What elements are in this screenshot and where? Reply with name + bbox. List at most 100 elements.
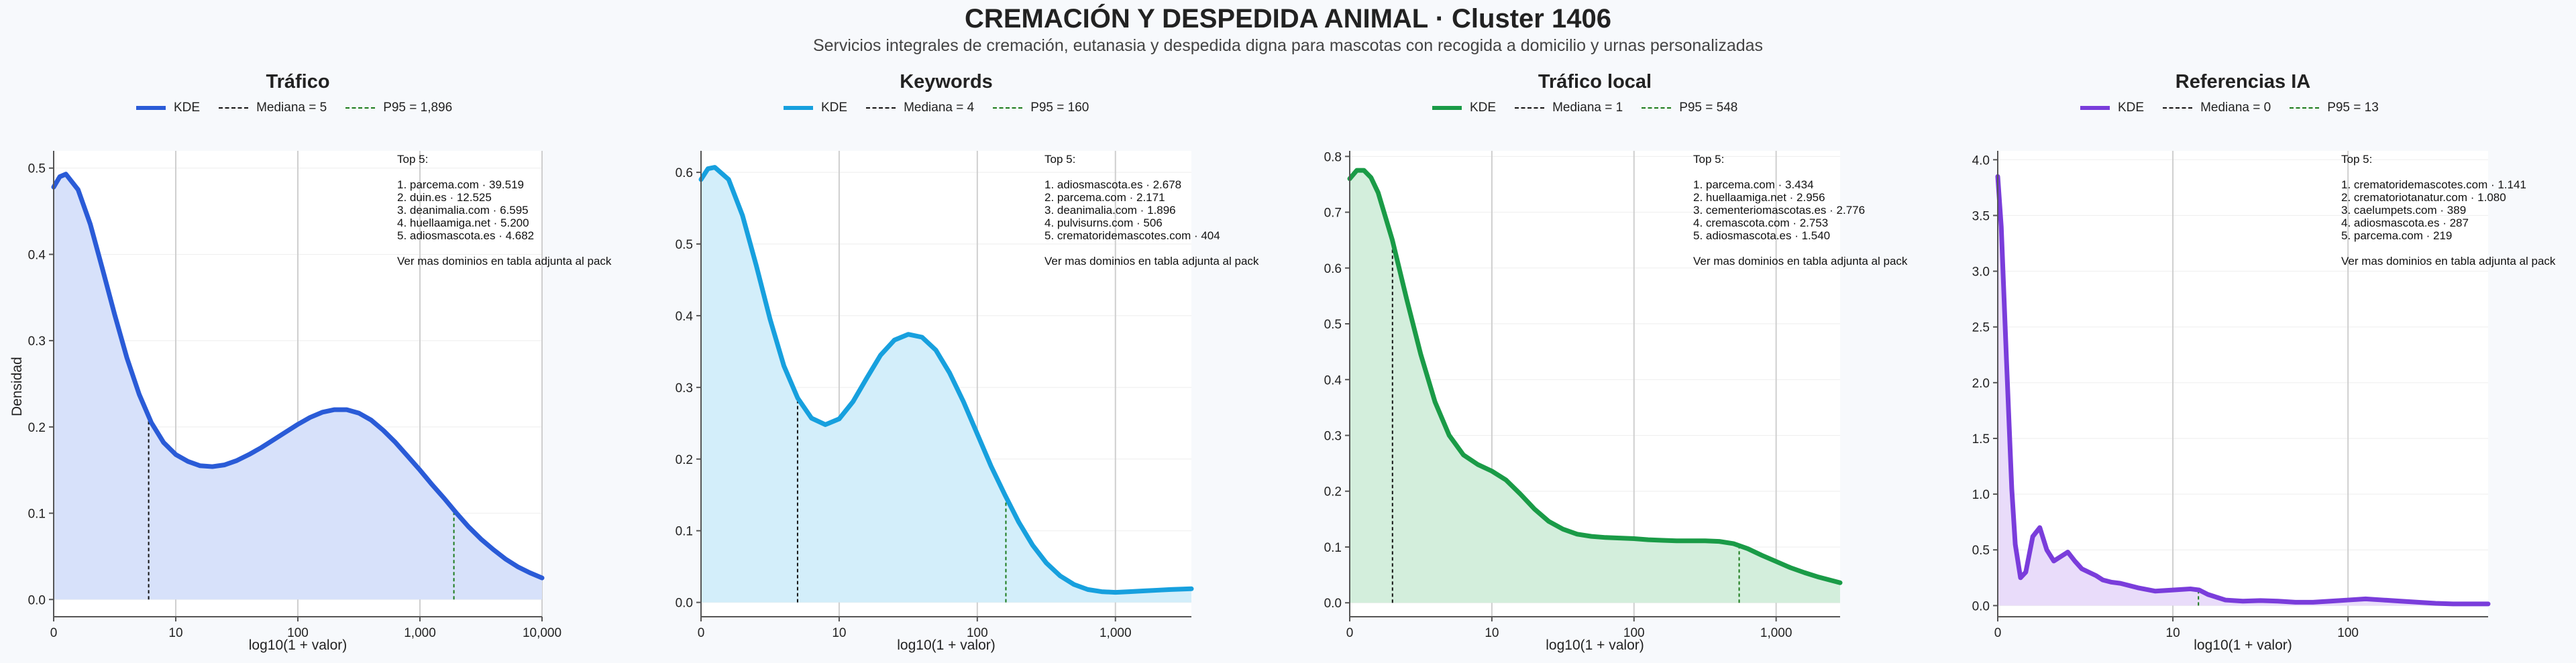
top-domains-line: 5. adiosmascota.es · 1.540 xyxy=(1693,229,1831,242)
legend-label: Mediana = 4 xyxy=(904,101,975,115)
x-axis-label: log10(1 + valor) xyxy=(2194,638,2292,653)
chart-title: Keywords xyxy=(900,71,993,93)
y-tick-label: 2.5 xyxy=(1972,321,1990,335)
top-domains-line: 4. cremascota.com · 2.753 xyxy=(1693,217,1829,229)
legend-median: Mediana = 1 xyxy=(1515,101,1623,115)
y-tick-label: 0.3 xyxy=(28,335,46,349)
x-tick-label: 1,000 xyxy=(1099,626,1132,640)
top-domains-line: Ver mas dominios en tabla adjunta al pac… xyxy=(397,255,612,267)
legend-swatch xyxy=(784,106,813,110)
y-tick-label: 3.5 xyxy=(1972,209,1990,223)
legend-kde: KDE xyxy=(2080,101,2144,115)
top-domains-line: 4. huellaamiga.net · 5.200 xyxy=(397,217,529,229)
top-domains-line: 3. caelumpets.com · 389 xyxy=(2341,204,2467,217)
kde-line xyxy=(51,172,545,581)
y-tick-label: 0.4 xyxy=(676,310,694,324)
legend-swatch xyxy=(866,107,896,109)
top-domains-line: 3. cementeriomascotas.es · 2.776 xyxy=(1693,204,1866,217)
top-domains-line: 4. pulvisurns.com · 506 xyxy=(1044,217,1163,229)
y-tick-label: 0.5 xyxy=(1324,318,1342,332)
y-tick-label: 0.1 xyxy=(676,525,693,539)
x-tick-label: 100 xyxy=(2337,626,2359,640)
kde-line xyxy=(1995,174,2491,607)
x-tick-label: 10 xyxy=(2166,626,2180,640)
x-tick-label: 10 xyxy=(832,626,846,640)
y-tick-label: 3.0 xyxy=(1972,265,1990,280)
x-tick-label: 10,000 xyxy=(523,626,561,640)
top-domains-line: 3. deanimalia.com · 1.896 xyxy=(1044,204,1176,217)
top-domains-line: 5. parcema.com · 219 xyxy=(2341,229,2453,242)
x-tick-label: 10 xyxy=(168,626,182,640)
y-tick-label: 0.5 xyxy=(28,162,46,176)
legend-swatch xyxy=(1642,107,1672,109)
y-tick-label: 0.2 xyxy=(1324,485,1342,499)
legend-label: KDE xyxy=(1470,101,1497,115)
legend-label: KDE xyxy=(174,101,201,115)
top-domains-line: 5. adiosmascota.es · 4.682 xyxy=(397,229,535,242)
top-domains-line: Ver mas dominios en tabla adjunta al pac… xyxy=(1044,255,1259,267)
top-domains-line: Ver mas dominios en tabla adjunta al pac… xyxy=(2341,255,2556,267)
legend-swatch xyxy=(1432,106,1462,110)
legend-median: Mediana = 0 xyxy=(2163,101,2271,115)
y-tick-label: 0.1 xyxy=(28,507,46,522)
y-tick-label: 2.0 xyxy=(1972,377,1990,391)
y-tick-label: 0.4 xyxy=(1324,373,1342,387)
legend-swatch xyxy=(136,106,166,110)
legend-p95: P95 = 160 xyxy=(993,101,1089,115)
top-domains-line xyxy=(2341,166,2555,178)
legend-label: P95 = 160 xyxy=(1030,101,1089,115)
x-tick-label: 1,000 xyxy=(404,626,436,640)
chart-legend: KDE Mediana = 1 P95 = 548 xyxy=(1432,101,1756,115)
y-tick-label: 0.7 xyxy=(1324,206,1342,221)
legend-median: Mediana = 4 xyxy=(866,101,974,115)
page-title: CREMACIÓN Y DESPEDIDA ANIMAL · Cluster 1… xyxy=(965,4,1611,34)
y-tick-label: 1.0 xyxy=(1972,488,1990,502)
y-tick-label: 0.1 xyxy=(1324,541,1342,555)
top-domains-line: 4. adiosmascota.es · 287 xyxy=(2341,217,2469,229)
legend-p95: P95 = 13 xyxy=(2290,101,2379,115)
legend-swatch xyxy=(345,107,376,109)
top-domains-line xyxy=(2341,242,2555,255)
top-domains-line: 1. parcema.com · 39.519 xyxy=(397,178,524,191)
top-domains-line: 2. crematoriotanatur.com · 1.080 xyxy=(2341,191,2506,204)
x-axis-label: log10(1 + valor) xyxy=(1546,638,1644,653)
top-domains-annotation: Top 5: 1. crematoridemascotes.com · 1.141… xyxy=(2341,153,2555,267)
legend-p95: P95 = 1,896 xyxy=(345,101,452,115)
top-domains-line: 2. duin.es · 12.525 xyxy=(397,191,492,204)
plot-area xyxy=(1998,151,2488,617)
legend-label: P95 = 13 xyxy=(2327,101,2379,115)
legend-kde: KDE xyxy=(136,101,200,115)
top-domains-line: 1. crematoridemascotes.com · 1.141 xyxy=(2341,178,2526,191)
top-domains-line: 2. huellaamiga.net · 2.956 xyxy=(1693,191,1825,204)
top-domains-line: Top 5: xyxy=(397,153,429,166)
y-tick-label: 1.5 xyxy=(1972,432,1990,446)
y-tick-label: 0.2 xyxy=(676,453,693,467)
chart-title: Tráfico xyxy=(266,71,330,93)
legend-swatch xyxy=(219,107,249,109)
legend-label: Mediana = 0 xyxy=(2200,101,2271,115)
y-tick-label: 0.5 xyxy=(1972,544,1990,558)
chart-legend: KDE Mediana = 0 P95 = 13 xyxy=(2080,101,2398,115)
kde-line xyxy=(1347,168,1843,585)
x-tick-label: 10 xyxy=(1485,626,1499,640)
y-tick-label: 4.0 xyxy=(1972,154,1990,168)
x-axis-label: log10(1 + valor) xyxy=(248,638,347,653)
x-tick-label: 0 xyxy=(50,626,58,640)
legend-label: Mediana = 5 xyxy=(256,101,327,115)
y-tick-label: 0.5 xyxy=(676,238,693,252)
kde-area xyxy=(701,167,1191,603)
top-domains-line: 3. deanimalia.com · 6.595 xyxy=(397,204,529,217)
chart-title: Referencias IA xyxy=(2175,71,2311,93)
top-domains-line: Top 5: xyxy=(1044,153,1076,166)
y-tick-label: 0.2 xyxy=(28,421,46,435)
legend-p95: P95 = 548 xyxy=(1642,101,1737,115)
legend-swatch xyxy=(1515,107,1545,109)
x-axis-label: log10(1 + valor) xyxy=(897,638,996,653)
y-tick-label: 0.8 xyxy=(1324,150,1342,164)
x-tick-label: 100 xyxy=(967,626,988,640)
y-tick-label: 0.0 xyxy=(1324,597,1342,611)
